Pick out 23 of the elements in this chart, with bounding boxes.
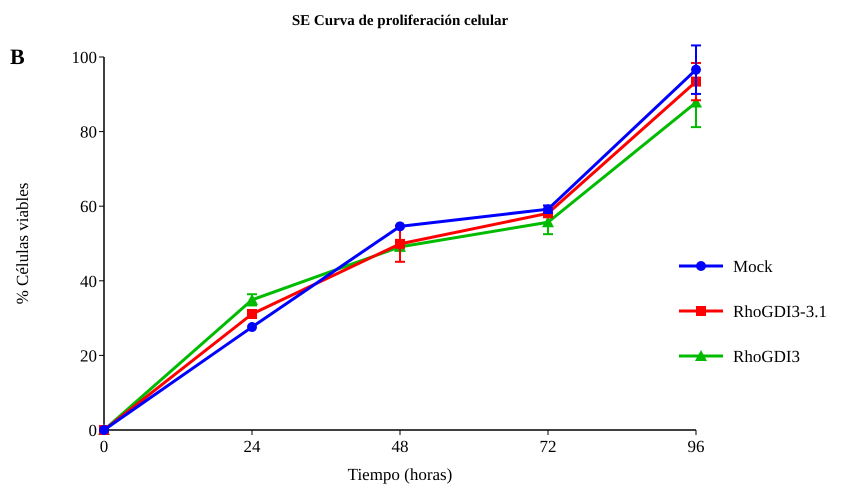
x-tick-label: 96 — [688, 437, 704, 456]
x-axis-title: Tiempo (horas) — [348, 465, 452, 484]
y-tick-label: 60 — [80, 197, 97, 216]
x-tick-label: 24 — [244, 437, 261, 456]
y-tick-label: 20 — [80, 346, 97, 366]
point — [395, 238, 405, 249]
y-tick-label: 100 — [72, 48, 97, 67]
legend-label: Mock — [733, 256, 774, 276]
point — [247, 322, 257, 332]
point — [395, 221, 405, 232]
x-tick-label: 0 — [100, 437, 108, 456]
y-tick-label: 80 — [80, 122, 97, 142]
point — [247, 308, 257, 319]
text: B — [10, 44, 25, 69]
x-tick-label: 48 — [392, 437, 408, 456]
y-tick-label: 40 — [80, 272, 97, 291]
x-tick-label: 72 — [540, 437, 556, 456]
y-tick-label: 0 — [88, 420, 97, 440]
y-axis-title: % Células viables — [13, 182, 32, 304]
point — [691, 64, 701, 75]
legend-label: RhoGDI3 — [733, 346, 800, 366]
chart-title: SE Curva de proliferación celular — [292, 13, 509, 29]
legend-label: RhoGDI3-3.1 — [733, 302, 827, 321]
